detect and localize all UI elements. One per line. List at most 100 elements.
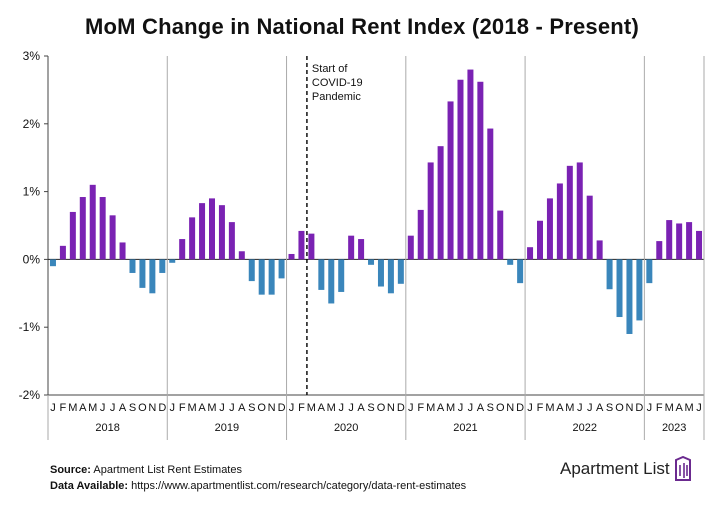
bar (606, 259, 613, 290)
month-label: J (587, 402, 593, 414)
bar (487, 128, 494, 260)
bar (546, 198, 553, 260)
bar (89, 184, 96, 260)
month-label: J (289, 402, 295, 414)
bar (69, 211, 76, 260)
month-label: J (468, 402, 474, 414)
month-label: N (268, 402, 276, 414)
bar (218, 205, 225, 260)
bar (656, 241, 663, 260)
year-label: 2023 (662, 422, 686, 434)
bar (397, 259, 404, 284)
bar (586, 195, 593, 260)
bar (238, 251, 245, 260)
month-label: F (60, 402, 67, 414)
month-label: F (656, 402, 663, 414)
bar (288, 253, 295, 260)
year-label: 2020 (334, 422, 358, 434)
bar (228, 222, 235, 260)
bar (566, 165, 573, 260)
month-label: J (696, 402, 702, 414)
bar (129, 259, 136, 273)
month-label: D (516, 402, 524, 414)
bar (119, 242, 126, 260)
bar (447, 101, 454, 260)
month-label: M (327, 402, 336, 414)
month-label: F (298, 402, 305, 414)
bar (576, 162, 583, 260)
bar (298, 230, 305, 260)
bar (696, 230, 703, 260)
bar (59, 245, 66, 260)
month-label: A (596, 402, 604, 414)
month-label: A (556, 402, 564, 414)
y-tick-label: 1% (23, 185, 41, 199)
apartment-list-logo: Apartment List (560, 456, 692, 482)
month-label: J (647, 402, 653, 414)
bar (556, 183, 563, 260)
bar (79, 197, 86, 260)
bar (179, 239, 186, 260)
covid-annotation-text: Start of (312, 63, 348, 75)
bar (109, 215, 116, 260)
month-label: M (446, 402, 455, 414)
bar (308, 233, 315, 260)
data-available-line: Data Available: https://www.apartmentlis… (50, 478, 466, 494)
month-label: M (545, 402, 554, 414)
month-label: M (68, 402, 77, 414)
month-label: J (50, 402, 56, 414)
month-label: S (606, 402, 613, 414)
month-label: A (198, 402, 206, 414)
bar (328, 259, 335, 304)
bar (99, 197, 106, 260)
month-label: S (248, 402, 255, 414)
month-label: M (307, 402, 316, 414)
chart-title: MoM Change in National Rent Index (2018 … (85, 14, 639, 39)
month-label: J (219, 402, 225, 414)
month-label: J (408, 402, 414, 414)
source-text: Apartment List Rent Estimates (93, 464, 242, 476)
source-line: Source: Apartment List Rent Estimates (50, 462, 466, 478)
bar (159, 259, 166, 273)
bar (49, 259, 56, 267)
month-label: A (238, 402, 246, 414)
month-label: M (565, 402, 574, 414)
month-label: J (229, 402, 235, 414)
bar (139, 259, 146, 288)
bar (377, 259, 384, 287)
bar (517, 259, 524, 284)
month-label: S (367, 402, 374, 414)
bar (387, 259, 394, 294)
month-label: J (458, 402, 464, 414)
month-label: S (487, 402, 494, 414)
year-label: 2022 (572, 422, 596, 434)
month-label: N (506, 402, 514, 414)
chart-footer: Source: Apartment List Rent Estimates Da… (50, 462, 466, 494)
month-label: A (318, 402, 326, 414)
bar (676, 223, 683, 260)
bar (318, 259, 325, 290)
month-label: O (496, 402, 505, 414)
covid-annotation-text: Pandemic (312, 91, 361, 103)
bar (457, 79, 464, 260)
month-label: J (110, 402, 116, 414)
month-label: D (397, 402, 405, 414)
covid-annotation-text: COVID-19 (312, 77, 363, 89)
y-tick-label: 3% (23, 49, 41, 63)
bar (169, 259, 176, 263)
month-label: N (387, 402, 395, 414)
bar (368, 259, 375, 265)
bar (467, 69, 474, 260)
bar (248, 259, 255, 282)
month-label: J (169, 402, 175, 414)
month-label: F (179, 402, 186, 414)
bar (527, 247, 534, 260)
y-tick-label: -2% (19, 388, 41, 402)
month-label: D (278, 402, 286, 414)
month-label: J (527, 402, 533, 414)
bar (199, 203, 206, 260)
month-label: O (377, 402, 386, 414)
bar (666, 220, 673, 260)
month-label: D (158, 402, 166, 414)
